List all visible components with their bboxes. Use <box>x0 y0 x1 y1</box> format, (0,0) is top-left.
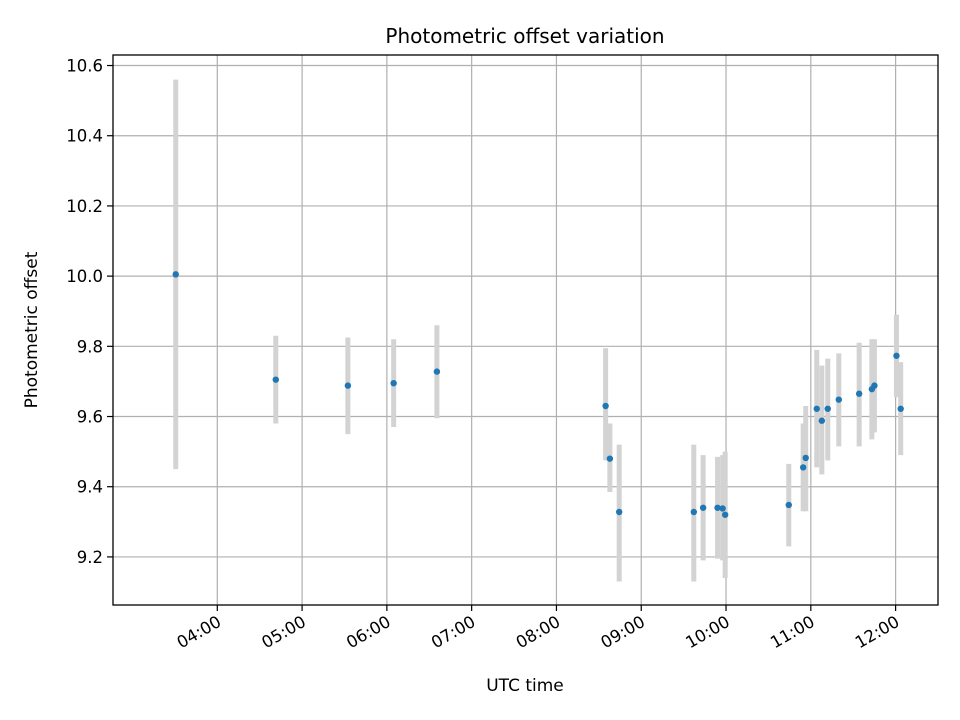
data-point <box>818 417 826 424</box>
data-point <box>835 396 842 403</box>
data-point <box>606 455 614 462</box>
data-point <box>714 504 721 511</box>
x-axis-label: UTC time <box>486 676 564 696</box>
data-point <box>893 352 900 359</box>
plot-frame <box>112 54 939 606</box>
data-point <box>172 271 179 278</box>
data-points <box>172 271 904 518</box>
data-point <box>272 376 279 383</box>
data-point <box>813 405 820 412</box>
data-point <box>871 382 878 389</box>
data-point <box>802 454 809 462</box>
chart-title: Photometric offset variation <box>385 24 664 48</box>
y-tick-label: 10.6 <box>66 57 103 76</box>
data-point <box>699 504 707 511</box>
data-point <box>690 508 698 516</box>
y-tick-label: 10.0 <box>66 267 103 286</box>
y-axis-label: Photometric offset <box>22 251 42 408</box>
data-point <box>799 464 807 471</box>
y-tick-label: 9.2 <box>77 548 103 567</box>
grid <box>113 55 938 605</box>
y-tick-label: 9.8 <box>77 337 103 356</box>
y-tick-label: 9.4 <box>77 478 103 497</box>
y-axis: 9.2 9.4 9.6 9.8 10.0 10.2 10.4 10.6 <box>66 57 113 567</box>
y-tick-label: 10.4 <box>66 127 103 146</box>
data-point <box>721 511 729 518</box>
data-point <box>344 382 352 389</box>
data-point <box>824 405 831 412</box>
data-point <box>433 368 441 375</box>
data-point <box>615 508 623 516</box>
data-point <box>785 501 792 509</box>
y-tick-label: 10.2 <box>66 197 103 216</box>
data-point <box>719 505 726 512</box>
data-point <box>602 402 609 410</box>
y-tick-label: 9.6 <box>77 408 103 427</box>
data-point <box>390 379 397 387</box>
data-point <box>855 390 863 397</box>
data-point <box>897 405 904 412</box>
